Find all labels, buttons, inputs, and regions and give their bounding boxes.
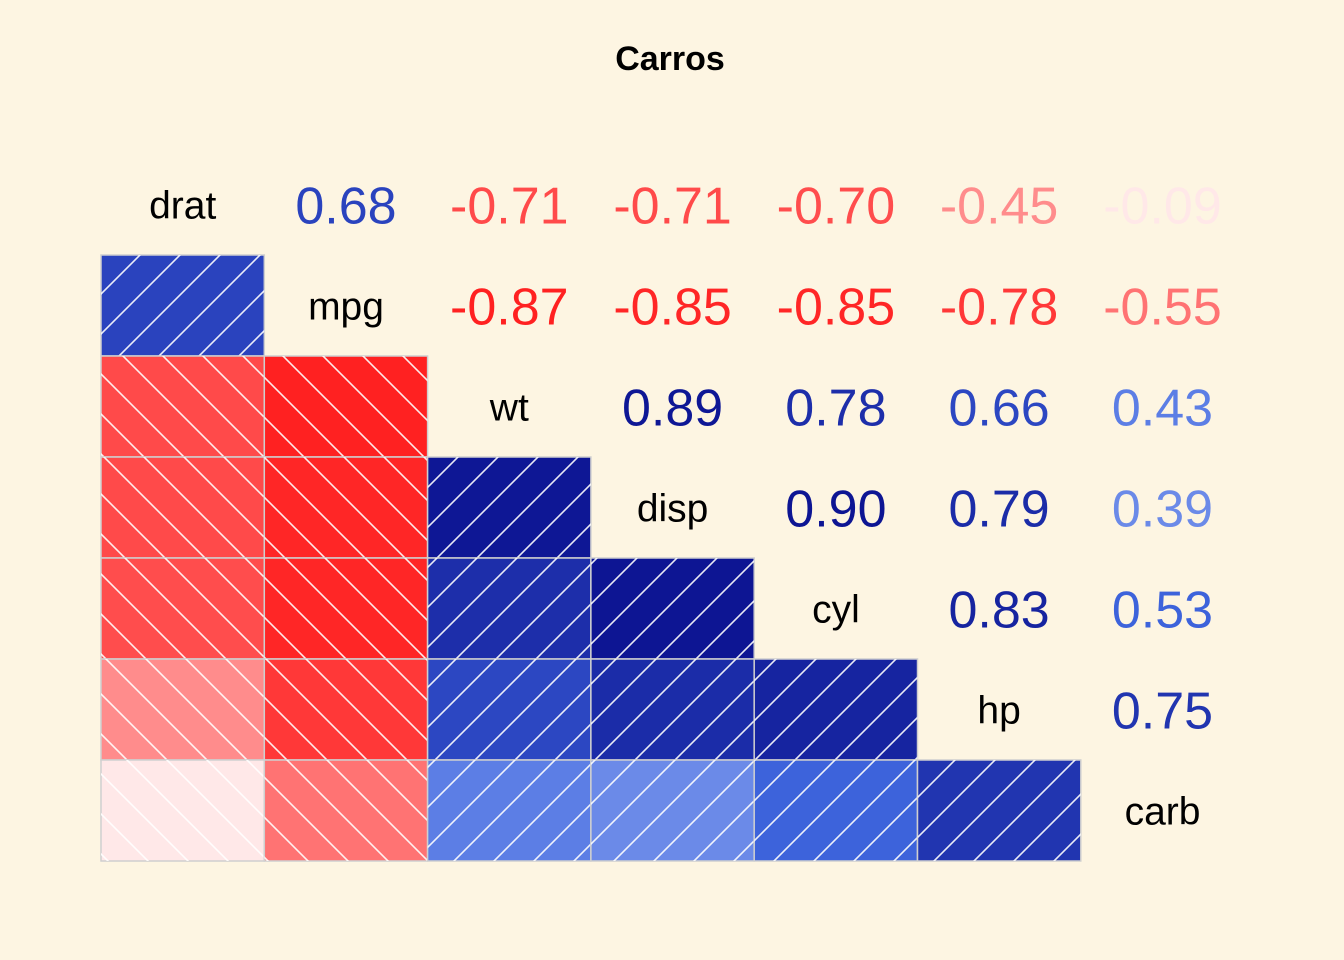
correlation-value-mpg-cyl: -0.85 [777,279,896,337]
correlation-hatch-carb-disp [590,760,755,861]
correlation-hatch-cyl-mpg [264,558,428,659]
correlation-value-drat-disp: -0.71 [613,178,732,236]
correlation-value-drat-carb: -0.09 [1103,178,1222,236]
correlation-value-disp-cyl: 0.90 [785,481,886,539]
correlation-value-cyl-carb: 0.53 [1112,582,1213,640]
correlation-value-cyl-hp: 0.83 [948,582,1049,640]
correlation-value-wt-disp: 0.89 [622,380,723,438]
correlation-hatch-hp-mpg [264,659,428,760]
correlation-value-mpg-wt: -0.87 [450,279,569,337]
variable-label-cyl: cyl [812,589,860,632]
correlation-value-wt-carb: 0.43 [1112,380,1213,438]
correlation-value-wt-cyl: 0.78 [785,380,886,438]
correlation-hatch-carb-mpg [264,760,428,861]
correlation-hatch-cyl-disp [590,558,755,659]
correlation-value-drat-hp: -0.45 [940,178,1059,236]
correlation-hatch-mpg-drat [101,255,265,356]
chart-title: Carros [615,40,725,78]
correlation-hatch-wt-drat [101,356,265,457]
correlation-hatch-carb-wt [427,760,591,861]
correlation-hatch-hp-wt [427,659,591,760]
correlation-value-drat-wt: -0.71 [450,178,569,236]
correlation-hatch-hp-cyl [754,659,918,760]
correlation-value-disp-carb: 0.39 [1112,481,1213,539]
correlation-hatch-disp-wt [427,457,591,558]
variable-label-drat: drat [149,185,216,228]
correlation-value-mpg-carb: -0.55 [1103,279,1222,337]
correlation-value-mpg-disp: -0.85 [613,279,732,337]
correlation-hatch-cyl-drat [101,558,265,659]
correlation-hatch-carb-cyl [754,760,918,861]
correlation-value-drat-cyl: -0.70 [777,178,896,236]
correlation-value-wt-hp: 0.66 [948,380,1049,438]
variable-label-carb: carb [1125,791,1201,834]
correlation-hatch-carb-drat [101,760,265,861]
correlation-hatch-hp-drat [101,659,265,760]
variable-label-hp: hp [977,690,1020,733]
correlation-hatch-carb-hp [917,760,1081,861]
correlation-hatch-hp-disp [590,659,755,760]
correlation-value-hp-carb: 0.75 [1112,683,1213,741]
variable-label-wt: wt [489,387,529,430]
variable-label-mpg: mpg [308,286,384,329]
correlation-value-disp-hp: 0.79 [948,481,1049,539]
correlation-hatch-disp-mpg [264,457,428,558]
variable-label-disp: disp [637,488,709,531]
correlation-hatch-disp-drat [101,457,265,558]
correlation-hatch-wt-mpg [264,356,428,457]
correlation-value-drat-mpg: 0.68 [295,178,396,236]
correlation-value-mpg-hp: -0.78 [940,279,1059,337]
correlation-hatch-cyl-wt [427,558,591,659]
